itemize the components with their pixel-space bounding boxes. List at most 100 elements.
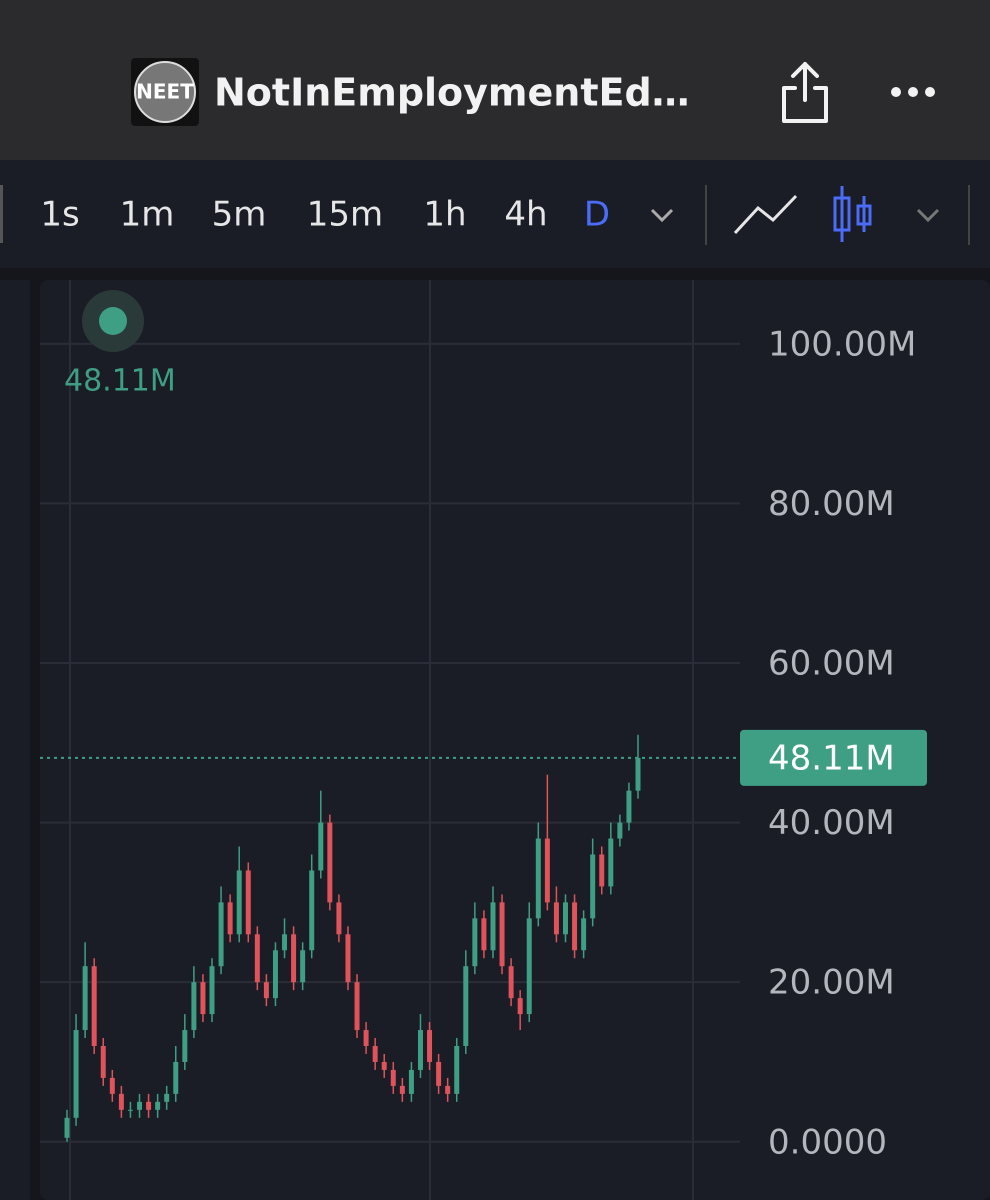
candle-body xyxy=(417,1030,423,1070)
share-button[interactable] xyxy=(782,62,828,123)
interval-button[interactable]: D xyxy=(584,195,610,235)
y-tick-label: 20.00M xyxy=(768,963,895,1003)
plot: 0.0000 20.00M 40.00M 60.00M 80.00M 100.00M 48.… xyxy=(40,280,927,1200)
candle-body xyxy=(553,902,559,935)
candle-body xyxy=(64,1117,70,1138)
share-arrow xyxy=(791,62,819,102)
candle-body xyxy=(381,1061,387,1070)
dot xyxy=(891,87,901,97)
candle-body xyxy=(472,918,478,967)
icon-body xyxy=(833,196,851,232)
last-price-box xyxy=(740,729,927,786)
candle-body xyxy=(408,1069,414,1094)
candle-body xyxy=(427,1030,433,1062)
candle-body xyxy=(155,1101,161,1110)
interval-button[interactable]: 5m xyxy=(212,195,267,235)
line-chart-icon[interactable] xyxy=(733,194,798,235)
candle-body xyxy=(127,1109,133,1111)
legend-dot xyxy=(99,307,127,335)
candle-body xyxy=(481,918,487,951)
candle-body xyxy=(164,1093,170,1102)
candle-body xyxy=(436,1061,442,1086)
last-price-label: 48.11M xyxy=(768,738,895,778)
legend-value: 48.11M xyxy=(64,364,176,399)
dot xyxy=(925,87,935,97)
candle-body xyxy=(182,1030,188,1062)
share-box xyxy=(782,86,828,123)
toolbar xyxy=(0,160,990,268)
y-tick-label: 40.00M xyxy=(768,803,895,843)
candle-body xyxy=(82,966,88,1031)
candle-body xyxy=(626,790,632,823)
interval-button[interactable]: 1s xyxy=(40,195,79,235)
candle-body xyxy=(173,1061,179,1094)
candle-body xyxy=(146,1101,152,1110)
candle-body xyxy=(399,1085,405,1094)
candle-body xyxy=(499,902,505,967)
candle-body xyxy=(336,902,342,935)
candle-body xyxy=(617,822,623,839)
candle-body xyxy=(562,902,568,935)
candle-body xyxy=(590,854,596,919)
candle-body xyxy=(608,838,614,887)
candle-body xyxy=(372,1046,378,1062)
candle-body xyxy=(254,934,260,983)
interval-button[interactable]: 15m xyxy=(307,195,383,235)
candle-body xyxy=(91,966,97,1047)
candle-body xyxy=(517,998,523,1015)
candle-body xyxy=(535,838,541,919)
candle-body xyxy=(282,934,288,951)
candle-body xyxy=(218,902,224,967)
y-tick-label: 60.00M xyxy=(768,644,895,684)
more-button[interactable] xyxy=(891,87,935,97)
candle-body xyxy=(118,1093,124,1110)
candle-body xyxy=(309,870,315,951)
candle-body xyxy=(191,982,197,1031)
candle-body xyxy=(635,757,641,791)
candle-body xyxy=(599,854,605,887)
candle-body xyxy=(544,838,550,903)
toolbar-edge xyxy=(0,185,3,243)
chart-type-chevron[interactable] xyxy=(916,208,940,223)
icon-body xyxy=(856,204,872,226)
interval-button[interactable]: 1h xyxy=(423,195,466,235)
candle-body xyxy=(137,1101,143,1110)
interval-button[interactable]: 4h xyxy=(504,195,547,235)
candle-body xyxy=(390,1069,396,1086)
candle-body xyxy=(236,870,242,935)
token-title[interactable]: NotInEmploymentEd… xyxy=(214,71,690,115)
candle-body xyxy=(363,1030,369,1047)
y-tick-label: 80.00M xyxy=(768,484,895,524)
candle-body xyxy=(445,1085,451,1094)
candle-body xyxy=(318,822,324,871)
candle-body xyxy=(327,822,333,903)
y-tick-label: 0.0000 xyxy=(768,1122,887,1162)
candle-body xyxy=(227,902,233,935)
candle-body xyxy=(263,982,269,999)
side-panel xyxy=(0,280,30,1200)
candle-body xyxy=(526,918,532,1015)
candle-body xyxy=(463,966,469,1047)
candle-body xyxy=(354,982,360,1031)
candle-body xyxy=(272,950,278,999)
candle-body xyxy=(454,1046,460,1094)
candle-body xyxy=(100,1046,106,1078)
candle-body xyxy=(508,966,514,999)
candle-chart-icon[interactable] xyxy=(833,186,872,242)
candle-body xyxy=(200,982,206,1015)
dot xyxy=(908,87,918,97)
candle-body xyxy=(581,918,587,951)
candle-body xyxy=(73,1030,79,1118)
candle-body xyxy=(345,934,351,983)
candle-body xyxy=(572,902,578,951)
interval-chevron[interactable] xyxy=(650,208,674,223)
logo-text: NEET xyxy=(136,80,194,104)
interval-button[interactable]: 1m xyxy=(120,195,175,235)
logo-globe xyxy=(134,61,196,123)
candle-body xyxy=(300,950,306,983)
interval-group: 1s 1m 5m 15m 1h 4h D xyxy=(40,195,610,235)
y-tick-label: 100.00M xyxy=(768,324,916,364)
candle-body xyxy=(109,1077,115,1094)
